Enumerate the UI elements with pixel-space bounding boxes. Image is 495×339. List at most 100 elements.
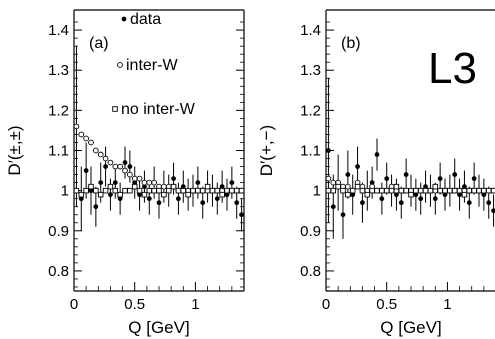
inter-w-point <box>102 155 109 162</box>
y-tick-label: 1 <box>61 183 69 200</box>
data-point <box>195 180 201 186</box>
l3-logo-text: L3 <box>428 44 477 93</box>
inter-w-point <box>146 179 153 186</box>
inter-w-point <box>141 179 148 186</box>
no-inter-w-point <box>388 187 395 194</box>
no-inter-w-point <box>175 187 182 194</box>
panel-label: (a) <box>89 35 109 52</box>
no-inter-w-point <box>335 183 341 190</box>
data-point <box>398 200 404 206</box>
inter-w-point <box>345 183 351 190</box>
no-inter-w-point <box>199 187 206 194</box>
data-point <box>369 180 375 186</box>
data-point <box>117 196 123 202</box>
data-point <box>462 184 467 190</box>
inter-w-point <box>112 163 119 170</box>
data-point <box>108 192 113 198</box>
no-inter-w-point <box>224 187 230 194</box>
data-point <box>137 192 142 198</box>
no-inter-w-point <box>408 191 414 198</box>
data-point <box>171 176 176 182</box>
data-point <box>234 200 240 206</box>
data-point <box>219 184 225 190</box>
no-inter-w-point <box>141 191 148 198</box>
data-point <box>214 196 220 202</box>
data-point <box>122 160 128 165</box>
no-inter-w-point <box>112 187 119 194</box>
y-tick-label: 1.3 <box>48 62 69 79</box>
x-tick-label: 0.5 <box>376 296 397 313</box>
data-point <box>176 196 181 202</box>
data-point <box>442 192 448 198</box>
y-tick-label: 0.9 <box>48 223 69 240</box>
inter-w-point <box>127 171 133 178</box>
x-tick-label: 0 <box>322 296 330 313</box>
legend-marker-inter-w <box>117 62 123 68</box>
inter-w-point <box>326 175 332 182</box>
y-tick-label: 0.8 <box>48 263 69 280</box>
data-point <box>229 180 235 186</box>
no-inter-w-point <box>238 187 244 194</box>
inter-w-point <box>161 183 167 190</box>
x-tick-label: 1 <box>191 296 199 313</box>
no-inter-w-point <box>461 191 468 198</box>
no-inter-w-point <box>340 187 346 194</box>
no-inter-w-point <box>432 183 439 190</box>
panel-a: 0.80.911.11.21.31.40 0.5 1Q [GeV]D′(±,±)(a… <box>5 9 245 337</box>
no-inter-w-point <box>151 187 157 194</box>
no-inter-w-point <box>97 191 104 198</box>
legend: data inter-W no inter-W <box>112 11 196 118</box>
y-axis-label: D′(±,±) <box>5 125 24 175</box>
data-point <box>403 172 409 177</box>
y-tick-label: 1.1 <box>300 143 321 160</box>
panel-label: (b) <box>341 35 361 52</box>
no-inter-w-point <box>476 187 482 194</box>
data-point <box>423 184 428 190</box>
no-inter-w-point <box>233 187 240 194</box>
no-inter-w-point <box>180 187 187 194</box>
no-inter-w-point <box>127 187 133 194</box>
no-inter-w-point <box>345 191 351 198</box>
data-point <box>355 164 360 169</box>
x-axis-label: Q [GeV] <box>380 318 441 337</box>
no-inter-w-point <box>229 187 235 194</box>
no-inter-w-point <box>354 183 361 190</box>
data-point <box>418 196 424 202</box>
no-inter-w-point <box>102 187 109 194</box>
inter-w-point <box>97 151 104 158</box>
no-inter-w-point <box>369 187 375 194</box>
inter-w-point <box>107 159 114 166</box>
y-tick-label: 1.2 <box>48 102 69 119</box>
no-inter-w-point <box>74 187 80 194</box>
y-tick-label: 1.2 <box>300 102 321 119</box>
inter-w-point <box>151 179 157 186</box>
no-inter-w-point <box>161 191 167 198</box>
x-axis-label: Q [GeV] <box>128 318 189 337</box>
data-point <box>360 200 365 206</box>
no-inter-w-point <box>107 183 114 190</box>
no-inter-w-point <box>466 187 473 194</box>
no-inter-w-point <box>88 183 94 190</box>
data-point <box>180 184 186 190</box>
no-inter-w-point <box>349 187 356 194</box>
legend-label: inter-W <box>126 57 178 74</box>
y-tick-label: 1.4 <box>300 22 321 39</box>
no-inter-w-point <box>209 187 216 194</box>
no-inter-w-point <box>146 187 153 194</box>
legend-marker-data <box>121 16 127 22</box>
no-inter-w-point <box>78 191 85 198</box>
data-point <box>486 200 492 206</box>
data-point <box>98 180 104 186</box>
no-inter-w-point <box>359 187 366 194</box>
data-point <box>457 192 462 198</box>
no-inter-w-point <box>398 187 405 194</box>
no-inter-w-point <box>485 187 492 194</box>
data-point <box>127 164 133 169</box>
data-point <box>350 192 356 198</box>
no-inter-w-point <box>451 187 458 194</box>
data-point <box>452 172 458 177</box>
no-inter-w-point <box>165 187 172 194</box>
no-inter-w-point <box>393 183 400 190</box>
data-point <box>78 196 84 202</box>
